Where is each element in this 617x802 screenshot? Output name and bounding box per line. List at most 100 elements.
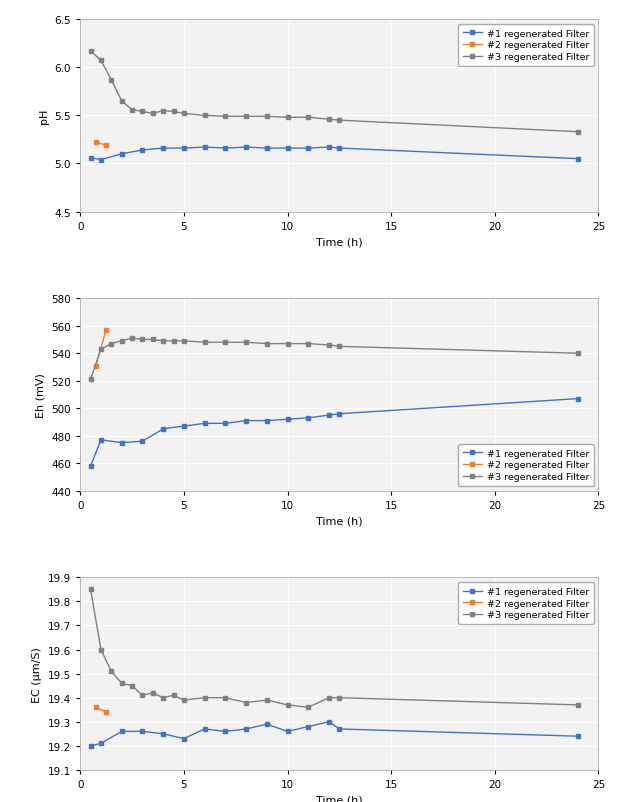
#3 regenerated Filter — [149, 335, 157, 345]
X-axis label: Time (h): Time (h) — [316, 237, 363, 247]
#1 regenerated Filter — [180, 144, 188, 154]
#1 regenerated Filter — [325, 143, 333, 152]
#3 regenerated Filter — [263, 695, 270, 705]
#1 regenerated Filter — [325, 717, 333, 727]
#3 regenerated Filter — [118, 678, 125, 688]
#1 regenerated Filter — [159, 424, 167, 434]
#1 regenerated Filter — [222, 727, 229, 736]
#1 regenerated Filter — [87, 154, 94, 164]
X-axis label: Time (h): Time (h) — [316, 516, 363, 525]
#3 regenerated Filter — [305, 703, 312, 712]
Y-axis label: EC (μm/S): EC (μm/S) — [32, 646, 43, 702]
#3 regenerated Filter — [128, 681, 136, 691]
#3 regenerated Filter — [336, 693, 343, 703]
#3 regenerated Filter — [180, 695, 188, 705]
#3 regenerated Filter — [87, 375, 94, 385]
#3 regenerated Filter — [336, 342, 343, 352]
#1 regenerated Filter — [336, 144, 343, 154]
#3 regenerated Filter — [159, 337, 167, 346]
#3 regenerated Filter — [139, 107, 146, 117]
#3 regenerated Filter — [97, 57, 105, 67]
#1 regenerated Filter — [284, 415, 291, 424]
#3 regenerated Filter — [170, 691, 177, 700]
#1 regenerated Filter — [159, 729, 167, 739]
Legend: #1 regenerated Filter, #2 regenerated Filter, #3 regenerated Filter: #1 regenerated Filter, #2 regenerated Fi… — [458, 444, 594, 486]
X-axis label: Time (h): Time (h) — [316, 795, 363, 802]
#3 regenerated Filter — [97, 645, 105, 654]
Line: #3 regenerated Filter: #3 regenerated Filter — [88, 336, 580, 383]
#1 regenerated Filter — [180, 422, 188, 431]
#1 regenerated Filter — [284, 727, 291, 736]
#3 regenerated Filter — [574, 700, 581, 710]
#1 regenerated Filter — [222, 419, 229, 428]
#3 regenerated Filter — [325, 693, 333, 703]
#3 regenerated Filter — [118, 337, 125, 346]
Line: #3 regenerated Filter: #3 regenerated Filter — [88, 50, 580, 135]
#1 regenerated Filter — [242, 416, 250, 426]
#1 regenerated Filter — [118, 727, 125, 736]
#2 regenerated Filter — [92, 138, 99, 148]
#1 regenerated Filter — [574, 395, 581, 404]
#1 regenerated Filter — [118, 150, 125, 160]
#1 regenerated Filter — [305, 414, 312, 423]
#3 regenerated Filter — [139, 335, 146, 345]
#3 regenerated Filter — [336, 116, 343, 126]
Line: #3 regenerated Filter: #3 regenerated Filter — [88, 587, 580, 710]
#3 regenerated Filter — [222, 112, 229, 122]
#1 regenerated Filter — [242, 724, 250, 734]
#1 regenerated Filter — [263, 719, 270, 729]
#2 regenerated Filter — [92, 703, 99, 712]
#2 regenerated Filter — [102, 707, 110, 717]
Line: #1 regenerated Filter: #1 regenerated Filter — [88, 145, 580, 163]
#1 regenerated Filter — [284, 144, 291, 154]
#1 regenerated Filter — [305, 722, 312, 731]
#1 regenerated Filter — [263, 144, 270, 154]
#1 regenerated Filter — [118, 438, 125, 448]
Y-axis label: Eh (mV): Eh (mV) — [36, 373, 46, 417]
#1 regenerated Filter — [305, 144, 312, 154]
#3 regenerated Filter — [97, 345, 105, 354]
#1 regenerated Filter — [97, 739, 105, 748]
#3 regenerated Filter — [325, 341, 333, 350]
#3 regenerated Filter — [201, 338, 209, 347]
#3 regenerated Filter — [128, 334, 136, 343]
#3 regenerated Filter — [222, 338, 229, 347]
Line: #2 regenerated Filter: #2 regenerated Filter — [93, 705, 109, 715]
Line: #2 regenerated Filter: #2 regenerated Filter — [93, 140, 109, 148]
#1 regenerated Filter — [139, 437, 146, 447]
#1 regenerated Filter — [87, 462, 94, 472]
#3 regenerated Filter — [284, 700, 291, 710]
#1 regenerated Filter — [180, 734, 188, 743]
#1 regenerated Filter — [139, 727, 146, 736]
#3 regenerated Filter — [263, 112, 270, 122]
#3 regenerated Filter — [201, 693, 209, 703]
#1 regenerated Filter — [336, 409, 343, 419]
#1 regenerated Filter — [574, 155, 581, 164]
#3 regenerated Filter — [180, 337, 188, 346]
#1 regenerated Filter — [336, 724, 343, 734]
#3 regenerated Filter — [263, 339, 270, 349]
#1 regenerated Filter — [201, 724, 209, 734]
#3 regenerated Filter — [170, 107, 177, 117]
#3 regenerated Filter — [325, 115, 333, 125]
Line: #1 regenerated Filter: #1 regenerated Filter — [88, 719, 580, 748]
#3 regenerated Filter — [107, 666, 115, 676]
#3 regenerated Filter — [149, 109, 157, 119]
Y-axis label: pH: pH — [39, 108, 49, 124]
#1 regenerated Filter — [263, 416, 270, 426]
#3 regenerated Filter — [159, 107, 167, 116]
#3 regenerated Filter — [574, 128, 581, 137]
#3 regenerated Filter — [305, 113, 312, 123]
#3 regenerated Filter — [107, 76, 115, 86]
#3 regenerated Filter — [180, 109, 188, 119]
#1 regenerated Filter — [139, 146, 146, 156]
#1 regenerated Filter — [201, 143, 209, 152]
#1 regenerated Filter — [222, 144, 229, 154]
#3 regenerated Filter — [87, 585, 94, 594]
#1 regenerated Filter — [159, 144, 167, 154]
#1 regenerated Filter — [97, 156, 105, 165]
Legend: #1 regenerated Filter, #2 regenerated Filter, #3 regenerated Filter: #1 regenerated Filter, #2 regenerated Fi… — [458, 25, 594, 67]
#3 regenerated Filter — [574, 349, 581, 358]
#1 regenerated Filter — [242, 143, 250, 152]
#3 regenerated Filter — [284, 113, 291, 123]
